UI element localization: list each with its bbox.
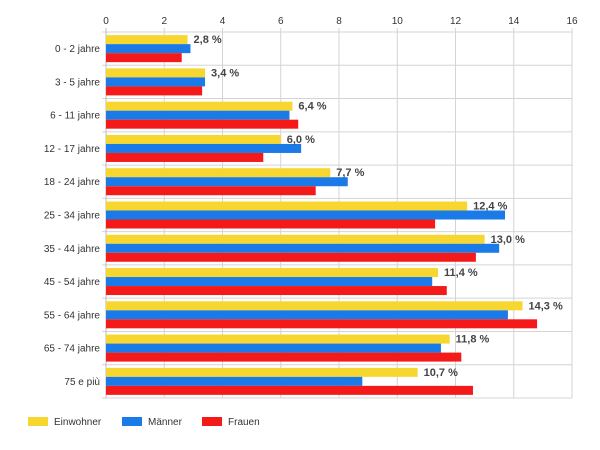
bar-m-nner-10: [106, 376, 363, 386]
category-label: 55 - 64 jahre: [44, 310, 101, 321]
bar-einwohner-5: [106, 201, 468, 211]
bar-frauen-7: [106, 286, 447, 296]
bar-einwohner-3: [106, 134, 281, 144]
category-label: 35 - 44 jahre: [44, 244, 101, 255]
bar-frauen-5: [106, 219, 436, 229]
x-tick-label: 10: [392, 16, 404, 27]
bar-frauen-8: [106, 319, 538, 329]
category-label: 65 - 74 jahre: [44, 344, 101, 355]
x-tick-label: 14: [508, 16, 520, 27]
bar-frauen-6: [106, 252, 476, 262]
legend: Einwohner Männer Frauen: [28, 417, 260, 428]
bar-m-nner-6: [106, 243, 500, 253]
x-tick-label: 2: [161, 16, 167, 27]
legend-swatch: [122, 417, 142, 426]
legend-label: Frauen: [228, 417, 260, 428]
category-label: 3 - 5 jahre: [55, 77, 100, 88]
bar-frauen-1: [106, 86, 203, 96]
bar-frauen-4: [106, 186, 316, 196]
category-label: 25 - 34 jahre: [44, 211, 101, 222]
legend-swatch: [28, 417, 48, 426]
x-tick-label: 16: [566, 16, 578, 27]
bar-frauen-10: [106, 385, 473, 395]
category-label: 75 e più: [64, 377, 100, 388]
data-label: 3,4 %: [211, 67, 239, 79]
bar-m-nner-3: [106, 143, 302, 153]
category-label: 6 - 11 jahre: [50, 111, 100, 122]
bar-einwohner-6: [106, 234, 485, 244]
bar-m-nner-1: [106, 77, 206, 87]
legend-label: Einwohner: [54, 417, 102, 428]
data-labels: 2,8 % 3,4 % 6,4 % 6,0 % 7,7 % 12,4 % 13,0 % 11,…: [194, 34, 563, 379]
category-label: 18 - 24 jahre: [44, 177, 101, 188]
bar-m-nner-2: [106, 110, 290, 120]
category-label: 45 - 54 jahre: [44, 277, 101, 288]
x-tick-label: 8: [336, 16, 342, 27]
bar-m-nner-8: [106, 310, 508, 320]
bar-m-nner-9: [106, 343, 441, 353]
bar-m-nner-0: [106, 44, 191, 54]
bar-frauen-9: [106, 352, 462, 362]
x-tick-label: 6: [278, 16, 284, 27]
bar-einwohner-0: [106, 35, 188, 45]
bars: [106, 35, 538, 395]
data-label: 11,4 %: [444, 267, 478, 279]
data-label: 13,0 %: [491, 234, 525, 246]
data-label: 2,8 %: [194, 34, 222, 46]
bar-einwohner-1: [106, 68, 206, 78]
data-label: 12,4 %: [473, 201, 507, 213]
x-tick-label: 4: [220, 16, 226, 27]
bar-m-nner-7: [106, 277, 433, 287]
legend-swatch: [202, 417, 222, 426]
x-axis-ticks: 0 2 4 6 8 10 12 14 16: [103, 16, 578, 27]
data-label: 10,7 %: [424, 367, 458, 379]
bar-einwohner-7: [106, 268, 439, 278]
bar-einwohner-9: [106, 334, 450, 344]
data-label: 14,3 %: [528, 300, 562, 312]
data-label: 11,8 %: [456, 334, 490, 346]
category-label: 12 - 17 jahre: [44, 144, 101, 155]
category-label: 0 - 2 jahre: [55, 44, 100, 55]
data-label: 6,4 %: [298, 101, 326, 113]
data-label: 6,0 %: [287, 134, 315, 146]
bar-m-nner-5: [106, 210, 506, 220]
bar-frauen-2: [106, 119, 299, 129]
bar-einwohner-4: [106, 168, 331, 178]
bar-frauen-3: [106, 152, 264, 162]
data-label: 7,7 %: [336, 167, 364, 179]
x-tick-label: 12: [450, 16, 462, 27]
bar-frauen-0: [106, 53, 182, 63]
x-tick-label: 0: [103, 16, 109, 27]
category-labels: 0 - 2 jahre 3 - 5 jahre 6 - 11 jahre 12 - 1…: [44, 44, 101, 388]
bar-einwohner-10: [106, 367, 418, 377]
legend-label: Männer: [148, 417, 183, 428]
bar-m-nner-4: [106, 177, 348, 187]
bar-einwohner-8: [106, 301, 523, 311]
bar-einwohner-2: [106, 101, 293, 111]
